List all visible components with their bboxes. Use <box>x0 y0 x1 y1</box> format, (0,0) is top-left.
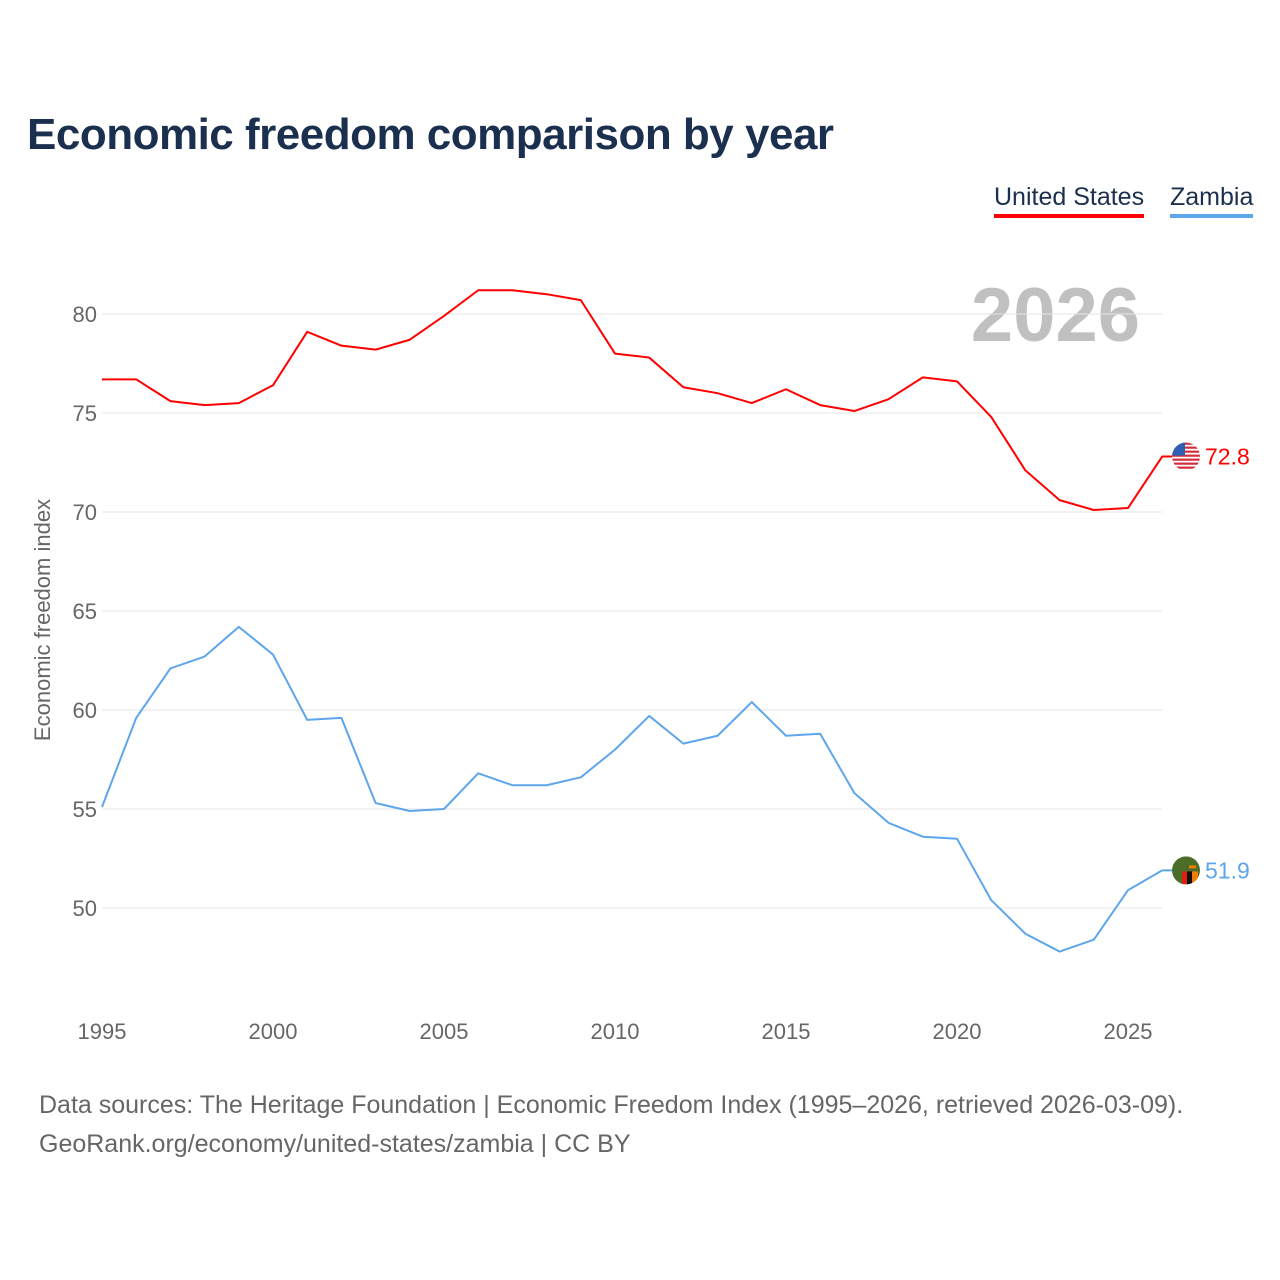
current-year-label: 2026 <box>971 273 1140 358</box>
legend-zambia[interactable]: Zambia <box>1170 183 1254 218</box>
legend-united-states[interactable]: United States <box>994 183 1145 218</box>
flag-eagle <box>1189 865 1196 869</box>
x-tick-label: 2015 <box>762 1019 811 1044</box>
y-tick-label: 60 <box>73 698 97 723</box>
flag-graphic <box>1172 856 1200 885</box>
flag-canton <box>1172 442 1185 456</box>
flag-stripe <box>1172 462 1200 465</box>
x-tick-label: 2010 <box>591 1019 640 1044</box>
chart-title: Economic freedom comparison by year <box>27 110 834 159</box>
x-tick-label: 2005 <box>420 1019 469 1044</box>
flag-stripe <box>1172 450 1200 453</box>
x-tick-label: 1995 <box>78 1019 127 1044</box>
zambia-flag-icon <box>1172 856 1200 885</box>
flag-graphic <box>1172 442 1200 471</box>
flag-stripe <box>1182 871 1187 885</box>
y-axis-label: Economic freedom index <box>30 499 55 741</box>
series-line-zambia <box>101 625 1172 953</box>
flag-stripe <box>1187 871 1192 885</box>
y-tick-label: 65 <box>73 599 97 624</box>
flag-stripe <box>1172 454 1200 457</box>
series-line-united-states <box>102 289 1172 512</box>
flag-stripe <box>1192 871 1198 885</box>
us-flag-icon <box>1172 442 1200 471</box>
flag-stripe <box>1172 446 1200 449</box>
y-tick-label: 80 <box>73 302 97 327</box>
y-tick-label: 70 <box>73 500 97 525</box>
end-value-label: 72.8 <box>1205 444 1250 470</box>
y-tick-label: 75 <box>73 401 97 426</box>
flag-stripe <box>1172 458 1200 461</box>
x-tick-label: 2025 <box>1104 1019 1153 1044</box>
source-line-2[interactable]: GeoRank.org/economy/united-states/zambia… <box>39 1130 631 1158</box>
source-note: Data sources: The Heritage Foundation | … <box>39 1086 1183 1164</box>
y-tick-label: 50 <box>73 896 97 921</box>
flag-stripe <box>1172 466 1200 469</box>
y-tick-label: 55 <box>73 797 97 822</box>
x-tick-label: 2020 <box>933 1019 982 1044</box>
x-tick-label: 2000 <box>249 1019 298 1044</box>
end-value-label: 51.9 <box>1205 857 1250 883</box>
source-line-1: Data sources: The Heritage Foundation | … <box>39 1091 1184 1119</box>
flag-stripe <box>1172 442 1200 445</box>
